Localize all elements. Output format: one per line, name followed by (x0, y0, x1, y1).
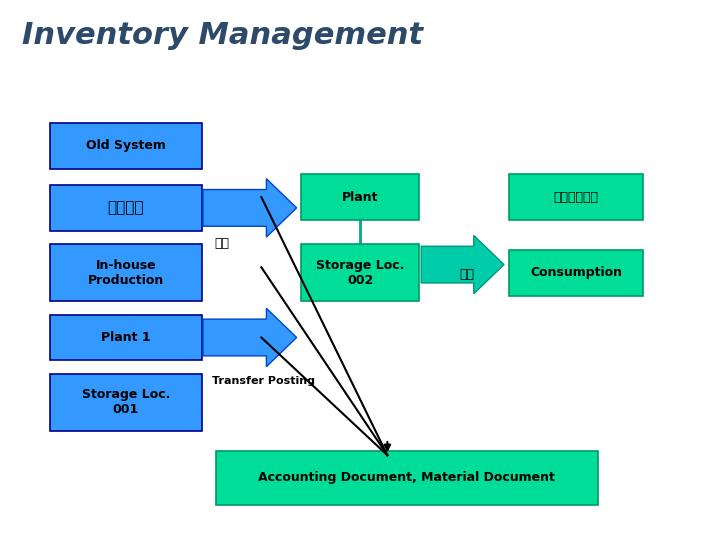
Text: In-house
Production: In-house Production (88, 259, 164, 287)
FancyBboxPatch shape (510, 249, 643, 296)
Text: Consumption: Consumption (530, 266, 622, 279)
Text: 출고: 출고 (459, 268, 474, 281)
FancyBboxPatch shape (510, 174, 643, 220)
FancyBboxPatch shape (301, 244, 419, 301)
Text: 공급업체: 공급업체 (108, 200, 144, 215)
Text: Transfer Posting: Transfer Posting (212, 376, 315, 387)
FancyBboxPatch shape (50, 123, 202, 168)
Text: Storage Loc.
001: Storage Loc. 001 (82, 388, 170, 416)
Text: 불량자재처리: 불량자재처리 (554, 191, 598, 204)
Text: 입고: 입고 (215, 237, 230, 250)
FancyBboxPatch shape (50, 314, 202, 361)
Text: Inventory Management: Inventory Management (22, 21, 423, 50)
Polygon shape (421, 235, 504, 294)
Text: Old System: Old System (86, 139, 166, 152)
Polygon shape (203, 308, 297, 367)
Text: Storage Loc.
002: Storage Loc. 002 (316, 259, 404, 287)
Text: Plant: Plant (342, 191, 378, 204)
Polygon shape (203, 179, 297, 237)
FancyBboxPatch shape (50, 374, 202, 431)
FancyBboxPatch shape (50, 185, 202, 231)
FancyBboxPatch shape (216, 451, 598, 505)
FancyBboxPatch shape (301, 174, 419, 220)
Text: Accounting Document, Material Document: Accounting Document, Material Document (258, 471, 555, 484)
Text: Plant 1: Plant 1 (102, 331, 150, 344)
FancyBboxPatch shape (50, 244, 202, 301)
